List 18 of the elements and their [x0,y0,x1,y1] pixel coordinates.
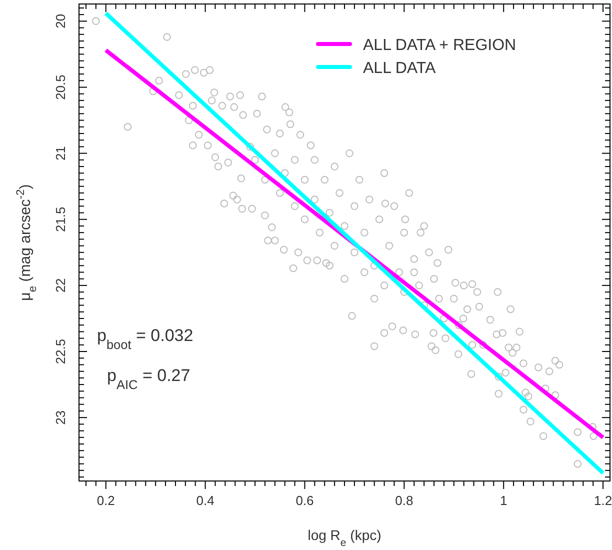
annotation: p$_{AIC}$ = 0.27 [107,366,190,392]
x-tick-label: 1 [500,492,508,508]
y-tick-label: 23 [53,410,68,425]
x-tick-label: 0.6 [296,492,314,508]
y-tick-label: 22 [53,278,68,293]
x-axis-title: log R$_{e}$ (kpc) [308,527,382,549]
legend-label: ALL DATA + REGION [363,37,516,54]
x-tick-label: 0.2 [96,492,115,508]
y-tick-label: 20.5 [53,74,68,100]
x-tick-label: 0.4 [196,492,214,508]
y-tick-label: 21.5 [53,206,68,232]
x-tick-label: 0.8 [395,492,414,508]
annotation: p$_{boot}$ = 0.032 [97,326,194,352]
y-tick-label: 21 [53,146,68,161]
y-tick-label: 22.5 [53,338,68,364]
x-tick-label: 1.2 [594,492,612,508]
y-tick-label: 20 [53,14,68,28]
legend-label: ALL DATA [363,60,436,77]
